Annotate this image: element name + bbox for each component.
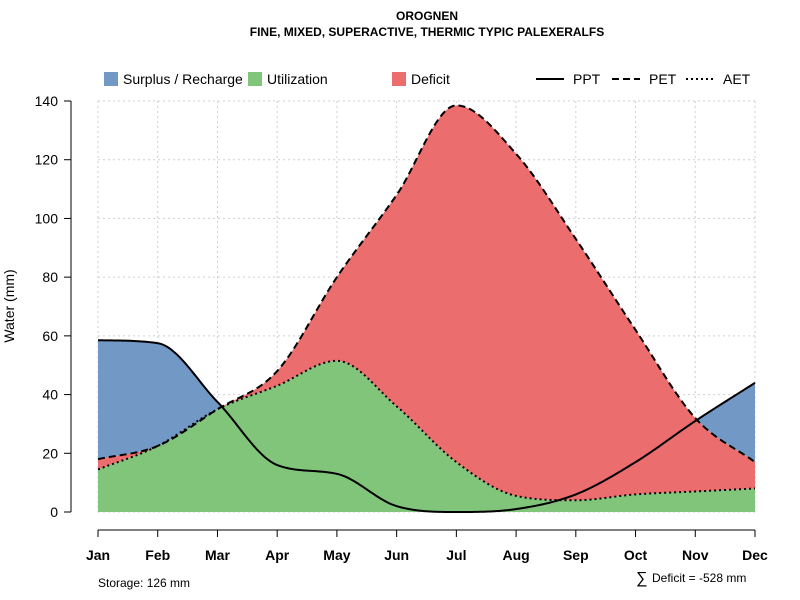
deficit-area bbox=[98, 105, 755, 501]
legend-swatch bbox=[248, 72, 262, 86]
legend-label: Deficit bbox=[411, 71, 450, 87]
x-tick-label: Feb bbox=[145, 547, 170, 563]
y-tick-label: 100 bbox=[35, 210, 59, 226]
legend-label: PET bbox=[649, 71, 677, 87]
y-tick-label: 40 bbox=[42, 387, 58, 403]
x-tick-label: Nov bbox=[682, 547, 709, 563]
chart-title: OROGNEN bbox=[396, 9, 458, 23]
y-tick-label: 20 bbox=[42, 445, 58, 461]
x-tick-label: Jun bbox=[384, 547, 409, 563]
chart-subtitle: FINE, MIXED, SUPERACTIVE, THERMIC TYPIC … bbox=[250, 25, 604, 39]
x-tick-label: Sep bbox=[563, 547, 589, 563]
y-tick-label: 60 bbox=[42, 328, 58, 344]
x-tick-label: Mar bbox=[205, 547, 230, 563]
pet-line bbox=[97, 104, 756, 463]
aet-line bbox=[97, 359, 756, 502]
storage-note: Storage: 126 mm bbox=[98, 576, 190, 590]
legend-swatch bbox=[392, 72, 406, 86]
surplus-recharge-area bbox=[98, 105, 755, 463]
x-tick-label: Jan bbox=[86, 547, 110, 563]
y-tick-label: 120 bbox=[35, 152, 59, 168]
ppt-line bbox=[97, 339, 756, 513]
deficit-sum-symbol: ∑ bbox=[636, 570, 647, 587]
x-tick-label: Jul bbox=[446, 547, 466, 563]
deficit-note: Deficit = -528 mm bbox=[652, 571, 746, 585]
y-axis-label: Water (mm) bbox=[1, 269, 17, 342]
legend-label: PPT bbox=[573, 71, 601, 87]
x-tick-label: Oct bbox=[624, 547, 648, 563]
water-balance-areas bbox=[98, 105, 755, 512]
legend-label: Utilization bbox=[267, 71, 328, 87]
y-tick-label: 140 bbox=[35, 93, 59, 109]
series-lines bbox=[97, 104, 756, 513]
axes: 0 20 40 60 80 100 120 140 Jan Feb Mar Apr May Jun Jul A… bbox=[35, 93, 768, 563]
legend-label: Surplus / Recharge bbox=[123, 71, 243, 87]
x-tick-label: Aug bbox=[502, 547, 529, 563]
y-tick-label: 80 bbox=[42, 269, 58, 285]
legend-swatch bbox=[104, 72, 118, 86]
x-tick-label: May bbox=[323, 547, 350, 563]
x-tick-label: Apr bbox=[265, 547, 290, 563]
x-tick-label: Dec bbox=[742, 547, 768, 563]
legend-label: AET bbox=[723, 71, 751, 87]
utilization-area bbox=[98, 360, 755, 512]
legend: Surplus / Recharge Utilization Deficit PPT P… bbox=[104, 71, 751, 87]
y-tick-label: 0 bbox=[50, 504, 58, 520]
